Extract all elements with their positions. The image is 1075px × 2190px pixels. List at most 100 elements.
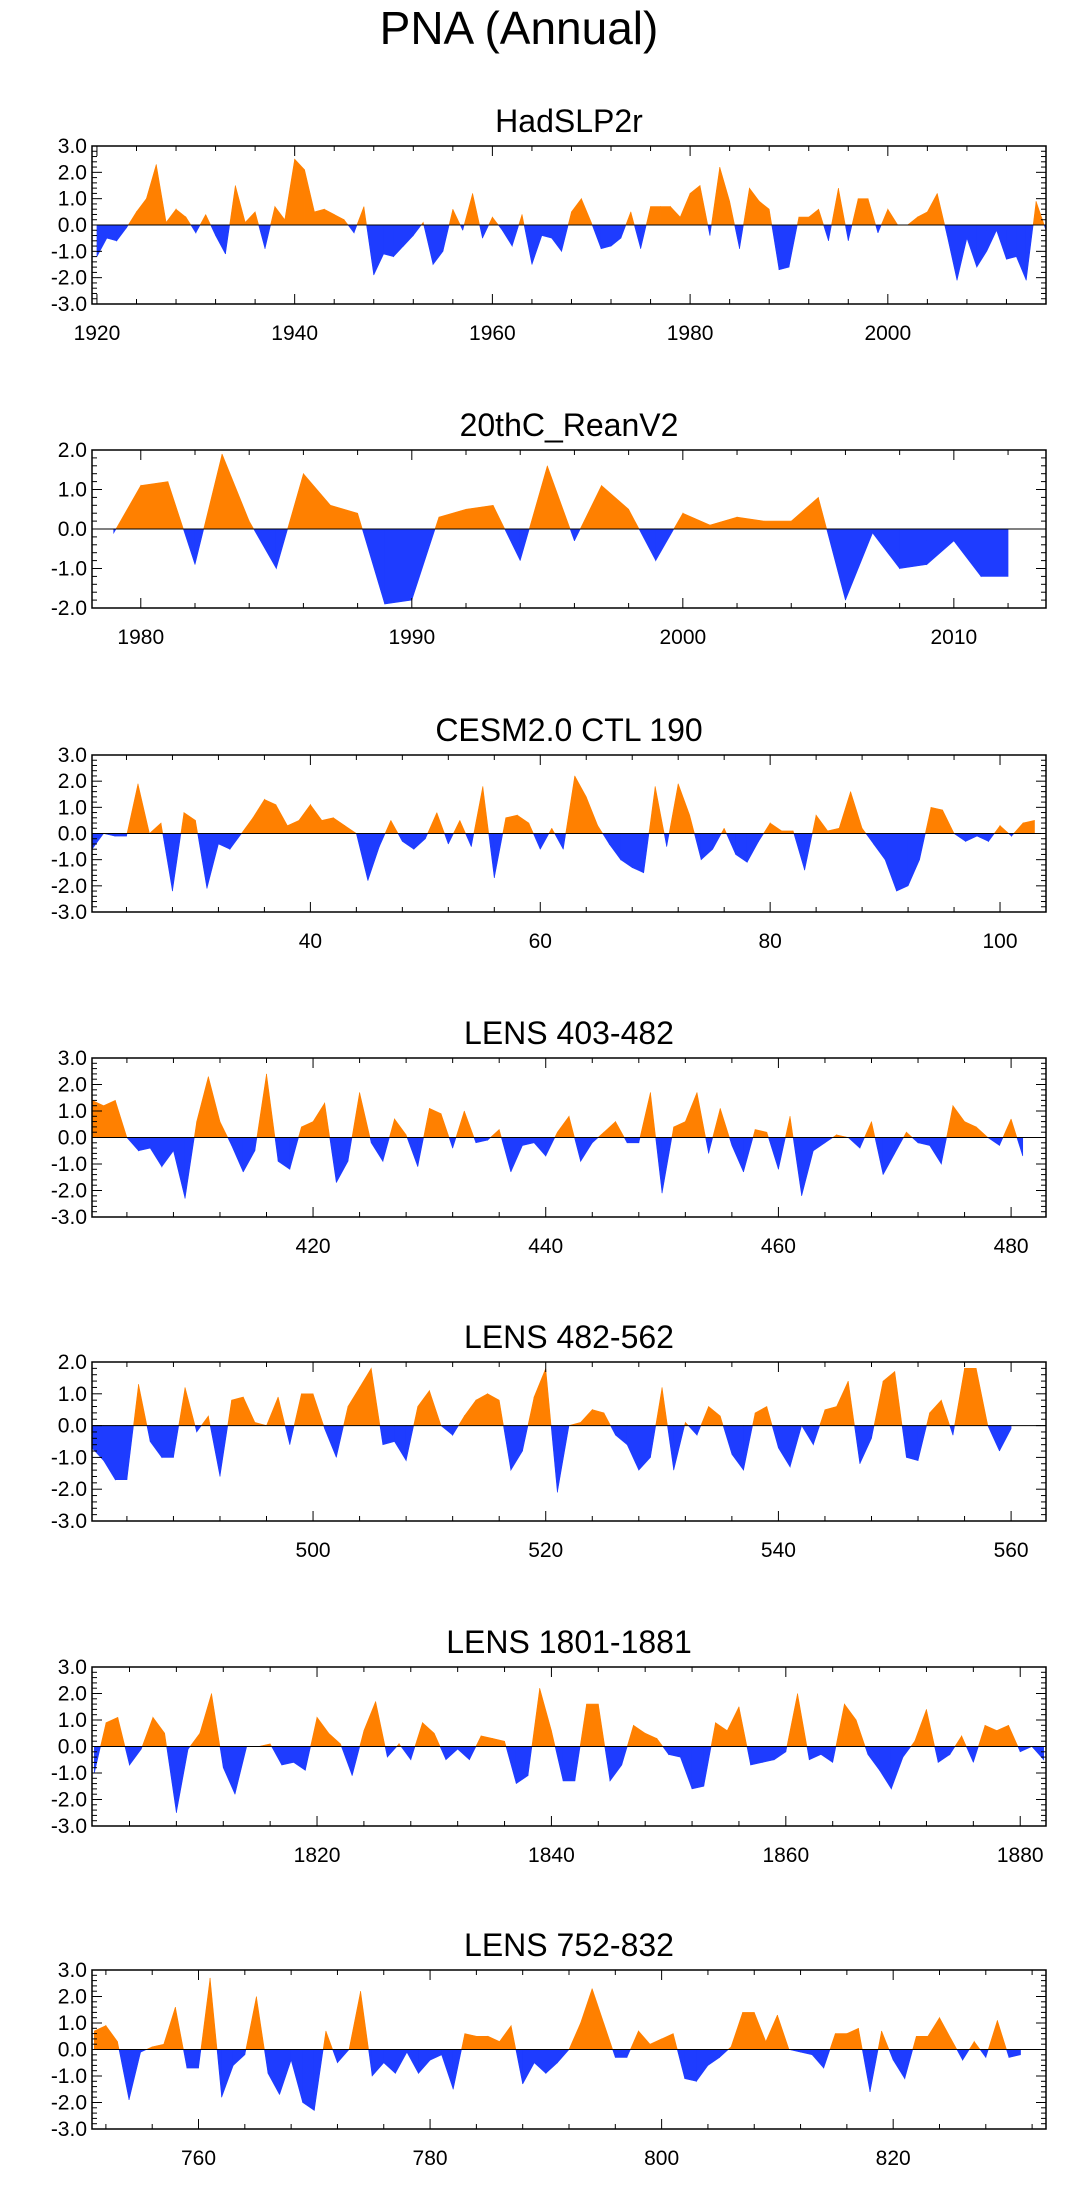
negative-area [823, 224, 829, 241]
plot-frame [91, 1361, 1047, 1522]
positive-area [440, 1113, 450, 1138]
negative-area [429, 2049, 442, 2061]
negative-area [591, 224, 602, 249]
positive-area [117, 1717, 126, 1747]
positive-area [906, 216, 918, 226]
positive-area [359, 1367, 372, 1426]
positive-area [930, 806, 943, 834]
positive-area [752, 1129, 756, 1138]
positive-area [325, 2030, 334, 2050]
negative-area [522, 1425, 529, 1452]
positive-area [312, 1102, 325, 1138]
positive-area [196, 1076, 209, 1138]
negative-area [901, 1425, 907, 1458]
positive-area [844, 1703, 857, 1747]
negative-area [411, 528, 436, 601]
positive-area [808, 208, 819, 226]
negative-area [290, 2049, 304, 2103]
negative-area [731, 1137, 744, 1173]
negative-area [1019, 1746, 1033, 1753]
positive-area [586, 1703, 599, 1747]
positive-area [448, 209, 454, 226]
positive-area [328, 1732, 341, 1747]
negative-area [746, 1746, 751, 1766]
positive-area [615, 1121, 625, 1138]
negative-area [366, 224, 375, 276]
positive-area [940, 1400, 951, 1426]
positive-area [244, 211, 256, 226]
positive-area [229, 185, 236, 226]
positive-area [178, 1387, 186, 1426]
negative-area [793, 833, 805, 871]
positive-area [736, 516, 765, 530]
negative-area [541, 224, 552, 239]
negative-area [640, 224, 647, 249]
negative-area [557, 2049, 570, 2064]
positive-area [516, 814, 530, 834]
positive-area [838, 188, 846, 226]
positive-area [264, 799, 277, 834]
positive-area [754, 1129, 768, 1138]
negative-area [976, 833, 989, 842]
positive-area [597, 1704, 606, 1747]
negative-area [493, 833, 504, 879]
negative-area [980, 528, 1009, 577]
negative-area [865, 833, 874, 845]
negative-area [940, 1137, 947, 1165]
positive-area [200, 1977, 211, 2050]
positive-area [433, 1733, 441, 1747]
positive-area [227, 1400, 232, 1426]
negative-area [225, 224, 230, 255]
positive-area [977, 1725, 986, 1747]
positive-area [492, 216, 499, 226]
y-tick-label: 2.0 [58, 1986, 87, 2009]
negative-area [231, 1137, 244, 1173]
panel-4: LENS 403-482 3.0 2.0 1.0 0.0 -1.0 -2.0 -3.0 420 4… [51, 1015, 1047, 1258]
positive-area [427, 812, 438, 834]
positive-area [465, 504, 494, 530]
negative-area [397, 833, 403, 842]
x-tick-label: 420 [296, 1235, 331, 1258]
negative-area [873, 833, 886, 861]
negative-area [162, 833, 173, 892]
positive-area [347, 1386, 360, 1426]
negative-area [500, 1137, 512, 1173]
area-fill [91, 1367, 1012, 1493]
positive-area [661, 2033, 674, 2050]
negative-area [244, 2049, 247, 2055]
positive-area [461, 2033, 466, 2050]
positive-area [548, 828, 553, 834]
negative-area [973, 1746, 979, 1763]
negative-area [126, 1425, 134, 1480]
negative-area [382, 1425, 395, 1446]
negative-area [368, 2049, 373, 2077]
negative-area [828, 224, 832, 241]
positive-area [370, 1368, 381, 1426]
positive-area [330, 504, 358, 530]
negative-area [373, 224, 384, 276]
positive-area [597, 1131, 605, 1138]
negative-area [773, 1746, 787, 1761]
y-tick-label: 3.0 [58, 1959, 87, 1982]
positive-area [193, 1121, 198, 1138]
positive-area [298, 1126, 302, 1138]
negative-area [329, 1137, 337, 1183]
positive-area [551, 1730, 556, 1747]
positive-area [183, 811, 196, 834]
positive-area [1032, 201, 1037, 226]
positive-area [475, 1393, 488, 1426]
negative-area [510, 1137, 523, 1173]
positive-area [708, 1405, 721, 1426]
positive-area [689, 815, 695, 834]
negative-area [190, 224, 197, 234]
positive-area [333, 817, 346, 834]
negative-area [462, 224, 465, 231]
negative-area [289, 1425, 295, 1445]
negative-area [988, 833, 995, 843]
positive-area [710, 1722, 716, 1747]
positive-area [910, 1740, 916, 1747]
negative-area [937, 1746, 951, 1763]
negative-area [626, 1137, 640, 1144]
positive-area [114, 1100, 128, 1138]
positive-area [964, 1368, 977, 1426]
